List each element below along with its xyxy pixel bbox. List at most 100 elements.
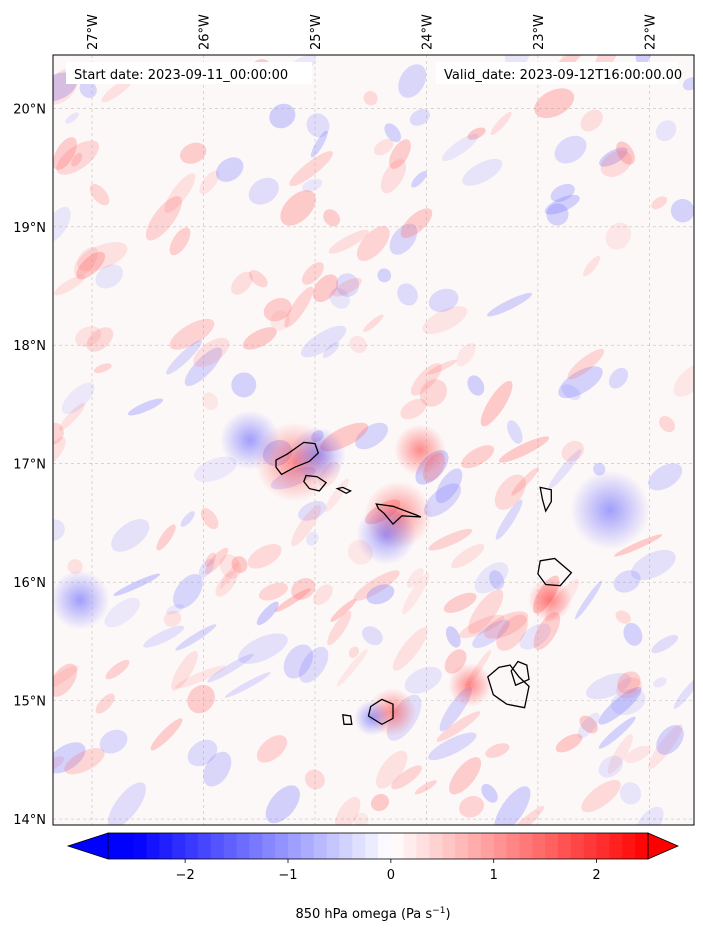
field-cell: [224, 672, 271, 698]
field-cell: [583, 255, 601, 277]
colorbar-tick-label: −1: [278, 868, 297, 883]
colorbar-step: [493, 833, 507, 859]
colorbar-step: [198, 833, 212, 859]
colorbar-ticks: −2 −1 0 1 2: [176, 859, 601, 883]
field-cell: [95, 693, 115, 714]
field-cell: [459, 796, 484, 818]
field-cell: [474, 562, 509, 594]
field-cell: [166, 603, 184, 615]
field-cell: [304, 769, 325, 790]
field-cell: [496, 614, 528, 651]
field-cell: [336, 648, 368, 687]
field-cell: [623, 622, 643, 646]
field-cell: [486, 292, 533, 317]
field-cell: [199, 170, 220, 195]
field-cell: [53, 437, 66, 466]
colorbar-tick-label: 0: [387, 868, 395, 883]
field-cell: [187, 684, 215, 714]
field-cell: [156, 524, 176, 551]
field-cell: [616, 141, 635, 165]
field-cell: [402, 572, 430, 615]
lon-tick-label: 25°W: [309, 14, 324, 50]
field-cell: [104, 597, 141, 628]
field-anomaly: [220, 410, 280, 470]
field-cell: [76, 251, 106, 280]
field-cell: [373, 138, 394, 156]
field-cell: [193, 337, 230, 368]
field-cell: [150, 718, 183, 751]
field-cell: [462, 158, 503, 186]
colorbar-step: [468, 833, 482, 859]
field-cell: [328, 229, 369, 254]
lat-tick-label: 20°N: [13, 102, 46, 117]
colorbar-step: [455, 833, 469, 859]
field-cell: [554, 135, 587, 164]
field-cell: [171, 650, 198, 691]
field-cell: [370, 793, 390, 812]
map-frame: [52, 54, 695, 826]
colorbar-step: [506, 833, 520, 859]
colorbar-step: [326, 833, 340, 859]
colorbar-step: [416, 833, 430, 859]
field-cell: [269, 103, 296, 129]
field-cell: [614, 534, 663, 557]
field-cell: [544, 194, 580, 215]
field-cell: [670, 198, 694, 223]
colorbar-step: [622, 833, 636, 859]
field-cell: [194, 456, 237, 482]
field-cell: [441, 133, 479, 162]
field-cell: [353, 570, 400, 601]
colorbar-step: [545, 833, 559, 859]
valid-date-label: Valid_date: 2023-09-12T16:00:00.00: [444, 68, 682, 83]
field-cell: [456, 342, 476, 367]
field-cell: [389, 223, 418, 255]
field-cell: [348, 646, 360, 658]
field-cell: [489, 570, 505, 590]
field-cell: [673, 677, 694, 709]
lat-tick-label: 17°N: [13, 458, 46, 473]
field-cell: [77, 242, 128, 272]
field-anomaly: [528, 578, 572, 622]
field-cell: [263, 297, 292, 322]
lon-tick-label: 24°W: [420, 14, 435, 50]
colorbar-steps: [108, 833, 649, 859]
field-cell: [511, 467, 540, 496]
field-cell: [605, 222, 632, 250]
field-cell: [655, 120, 677, 142]
field-cell: [86, 327, 114, 352]
field-cell: [355, 422, 389, 450]
colorbar-step: [365, 833, 379, 859]
field-cell: [322, 342, 340, 358]
field-cell: [175, 624, 217, 651]
field-cell: [54, 274, 86, 296]
colorbar-step: [390, 833, 405, 859]
colorbar-step: [339, 833, 353, 859]
colorbar-step: [133, 833, 147, 859]
lat-tick-label: 14°N: [13, 813, 46, 828]
field-cell: [202, 392, 218, 411]
field-cell: [484, 611, 529, 639]
colorbar-step: [609, 833, 623, 859]
field-cell: [231, 556, 248, 574]
field-cell: [53, 206, 71, 242]
island-coastline: [335, 486, 353, 495]
lon-tick-label: 23°W: [532, 14, 547, 50]
colorbar-step: [532, 833, 546, 859]
colorbar-label: 850 hPa omega (Pa s−1): [295, 906, 450, 922]
field-cell: [615, 610, 631, 624]
field-cell: [335, 273, 360, 297]
field-cell: [459, 614, 505, 639]
colorbar-step: [262, 833, 276, 859]
field-cell: [219, 554, 241, 579]
field-cell: [648, 463, 683, 491]
field-cell: [555, 733, 583, 753]
field-cell: [610, 688, 646, 716]
field-cell: [404, 666, 442, 694]
field-cell: [291, 505, 322, 547]
colorbar-step: [352, 833, 366, 859]
colorbar-step: [583, 833, 597, 859]
field-cell: [300, 325, 347, 358]
field-cell: [495, 499, 523, 540]
field-cell: [53, 663, 78, 697]
field-cell: [163, 610, 182, 627]
